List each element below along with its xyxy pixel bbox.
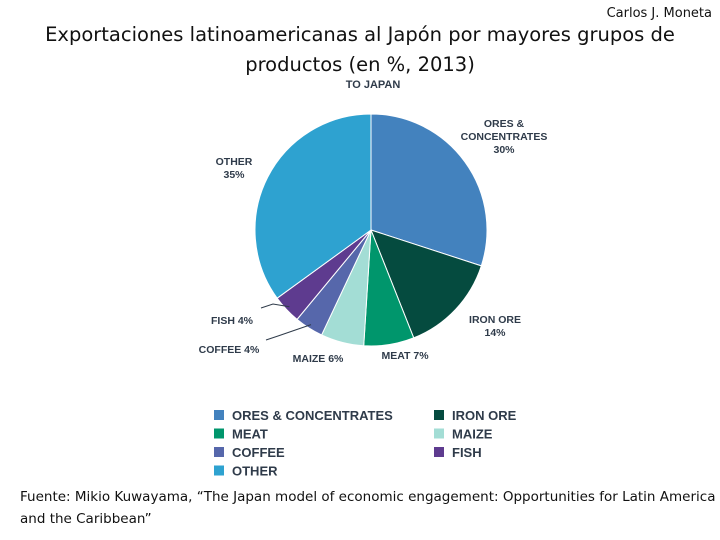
leader-line-fish xyxy=(260,303,290,309)
legend-label-coffee: COFFEE xyxy=(232,445,285,460)
slice-label-coffee: COFFEE 4% xyxy=(199,344,260,356)
legend-label-fish: FISH xyxy=(452,445,482,460)
pie-slice-ores-and-concentrates xyxy=(370,113,488,267)
legend-swatch-meat xyxy=(214,428,224,439)
legend-label-maize: MAIZE xyxy=(452,427,493,442)
legend-label-ores-and-concentrates: ORES & CONCENTRATES xyxy=(232,408,393,423)
slice-label-maize: MAIZE 6% xyxy=(293,353,344,365)
legend-swatch-coffee xyxy=(214,447,224,457)
slice-label-other: OTHER 35% xyxy=(216,156,253,181)
author-name: Carlos J. Moneta xyxy=(606,6,712,21)
legend-label-other: OTHER xyxy=(232,464,278,479)
legend-swatch-ores-and-concentrates xyxy=(214,410,224,420)
legend-swatch-maize xyxy=(434,428,444,439)
slice-label-fish: FISH 4% xyxy=(211,315,254,327)
legend: ORES & CONCENTRATES MEAT COFFEE OTHER IRON O… xyxy=(214,408,517,479)
legend-swatch-other xyxy=(214,465,224,476)
pie-slices xyxy=(254,113,488,347)
pie-slice-other xyxy=(254,113,372,299)
chart-title: TO JAPAN xyxy=(346,79,401,91)
source-note: Fuente: Mikio Kuwayama, “The Japan model… xyxy=(20,489,716,527)
slice-label-iron-ore: IRON ORE 14% xyxy=(469,314,521,339)
legend-label-iron-ore: IRON ORE xyxy=(452,408,517,423)
leader-line-coffee xyxy=(265,324,312,341)
legend-label-meat: MEAT xyxy=(232,427,268,442)
slice-label-ores-and-concentrates: ORES & CONCENTRATES 30% xyxy=(461,118,548,156)
slide-title: Exportaciones latinoamericanas al Japón … xyxy=(45,23,675,76)
slice-label-meat: MEAT 7% xyxy=(381,350,429,362)
pie-slice-iron-ore xyxy=(370,229,482,339)
legend-swatch-fish xyxy=(434,447,444,457)
legend-swatch-iron-ore xyxy=(434,410,444,420)
leader-lines xyxy=(260,303,312,341)
slice-labels: ORES & CONCENTRATES 30% IRON ORE 14% MEAT 7% M… xyxy=(199,118,548,365)
